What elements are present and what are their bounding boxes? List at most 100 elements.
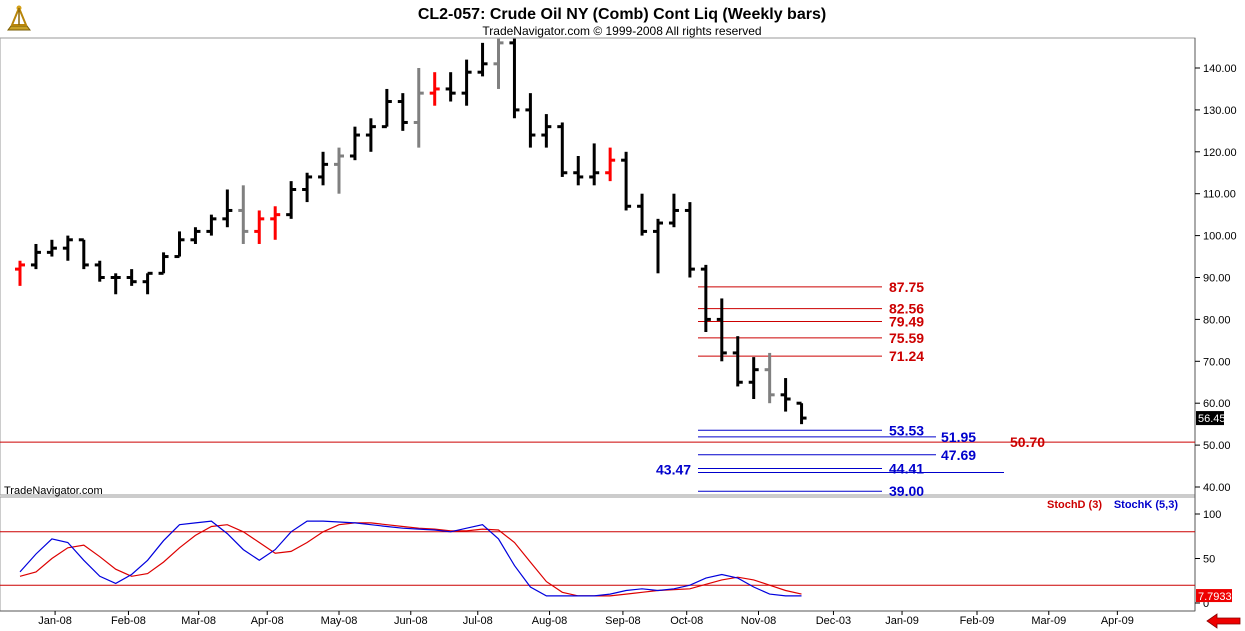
ohlc-bar (349, 126, 360, 161)
ohlc-bar (445, 72, 456, 102)
ohlc-bar (509, 38, 520, 119)
time-tick-label: Mar-08 (181, 615, 216, 627)
time-tick-label: Jun-08 (394, 615, 428, 627)
support-label: 53.53 (889, 422, 924, 438)
ohlc-bar (541, 114, 552, 148)
resistance-label: 71.24 (889, 348, 924, 364)
support-label: 39.00 (889, 483, 924, 499)
ohlc-bar (46, 239, 57, 257)
price-tick-label: 80.00 (1203, 314, 1231, 326)
ohlc-bar (142, 271, 153, 295)
price-axis: 140.00 130.00 120.00 110.00 100.00 90.00 80.00… (1195, 63, 1237, 494)
price-tick-label: 70.00 (1203, 356, 1231, 368)
price-tick-label: 140.00 (1203, 63, 1237, 75)
copyright-text: TradeNavigator.com © 1999-2008 All right… (482, 24, 761, 38)
ohlc-bar (668, 193, 679, 228)
ohlc-bar (286, 181, 297, 219)
price-bars (15, 38, 807, 425)
ohlc-bar (397, 93, 408, 131)
time-tick-label: Nov-08 (741, 615, 776, 627)
ohlc-bar (318, 151, 329, 186)
ohlc-bar (222, 189, 233, 228)
ohlc-bar (110, 273, 121, 295)
osc-tick-label: 50 (1203, 554, 1215, 566)
support-label: 51.95 (941, 429, 976, 445)
time-tick-label: Aug-08 (532, 615, 567, 627)
time-tick-label: Mar-09 (1031, 615, 1066, 627)
ohlc-bar (732, 336, 743, 387)
ohlc-bar (637, 193, 648, 236)
ohlc-bar (780, 378, 791, 412)
ohlc-bar (477, 42, 488, 77)
time-tick-label: Jul-08 (463, 615, 493, 627)
osc-last-tag (1196, 589, 1232, 603)
price-tick-label: 100.00 (1203, 231, 1237, 243)
ohlc-bar (589, 143, 600, 186)
time-tick-label: Apr-09 (1101, 615, 1134, 627)
last-price-label: 56.45 (1198, 413, 1226, 425)
ohlc-bar (605, 147, 616, 182)
oscillator: 100 50 07.7933 (0, 509, 1232, 610)
price-panel (0, 37, 1196, 496)
ohlc-bar (429, 72, 440, 106)
ohlc-bar (15, 260, 25, 286)
oscillator-panel (0, 496, 1196, 612)
hline-label: 50.70 (1010, 434, 1045, 450)
ohlc-bar (190, 227, 201, 244)
time-tick-label: May-08 (321, 615, 358, 627)
price-tick-label: 60.00 (1203, 398, 1231, 410)
stoch-k-line (19, 520, 802, 597)
ohlc-bar (461, 59, 472, 106)
resistance-label: 75.59 (889, 330, 924, 346)
ohlc-bar (78, 238, 89, 270)
osc-tick-label: 100 (1203, 509, 1221, 521)
last-price-tag (1196, 411, 1224, 426)
ohlc-bar (334, 147, 344, 194)
time-tick-label: Jan-08 (38, 615, 72, 627)
osc-last-label: 7.7933 (1198, 591, 1232, 603)
ohlc-bar (238, 185, 249, 244)
ohlc-bar (302, 172, 313, 203)
ohlc-bar (493, 38, 504, 89)
ohlc-bar (796, 401, 807, 425)
price-tick-label: 40.00 (1203, 482, 1231, 494)
price-tick-label: 110.00 (1203, 189, 1236, 201)
ohlc-bar (270, 206, 281, 240)
chart-title: CL2-057: Crude Oil NY (Comb) Cont Liq (W… (418, 6, 826, 23)
time-tick-label: Apr-08 (251, 615, 284, 627)
ohlc-bar (700, 264, 711, 332)
ohlc-bar (573, 155, 584, 186)
price-tick-label: 90.00 (1203, 273, 1231, 285)
ohlc-bar (174, 231, 185, 259)
stoch-d-line (19, 522, 802, 597)
time-tick-label: Feb-08 (111, 615, 146, 627)
ohlc-bar (525, 93, 536, 148)
ohlc-bar (62, 235, 73, 261)
time-tick-label: Jan-09 (885, 615, 919, 627)
ohlc-bar (365, 118, 376, 152)
ohlc-bar (30, 243, 41, 270)
red-left-arrow-icon[interactable] (1206, 613, 1241, 629)
price-tick-label: 50.00 (1203, 440, 1231, 452)
resistance-label: 79.49 (889, 314, 924, 330)
ohlc-bar (413, 68, 424, 148)
price-tick-label: 130.00 (1203, 105, 1237, 117)
ohlc-bar (158, 252, 169, 275)
sextant-logo-icon (4, 4, 32, 34)
time-axis: Jan-08 Feb-08 Mar-08 Apr-08 May-08 Jun-08 Jul-… (38, 611, 1134, 627)
ohlc-bar (206, 214, 217, 236)
price-tick-label: 120.00 (1203, 147, 1237, 159)
time-tick-label: Feb-09 (960, 615, 995, 627)
support-label: 44.41 (889, 461, 924, 477)
ohlc-bar (684, 202, 695, 278)
ohlc-bar (126, 269, 137, 286)
legend-stoch-d: StochD (3) (1047, 499, 1102, 511)
resistance-label: 87.75 (889, 279, 924, 295)
ohlc-bar (653, 218, 663, 274)
legend-stoch-k: StochK (5,3) (1114, 499, 1179, 511)
time-tick-label: Dec-03 (816, 615, 851, 627)
time-tick-label: Oct-08 (670, 615, 703, 627)
ohlc-bar (557, 122, 568, 177)
osc-tick-label: 0 (1203, 598, 1209, 610)
